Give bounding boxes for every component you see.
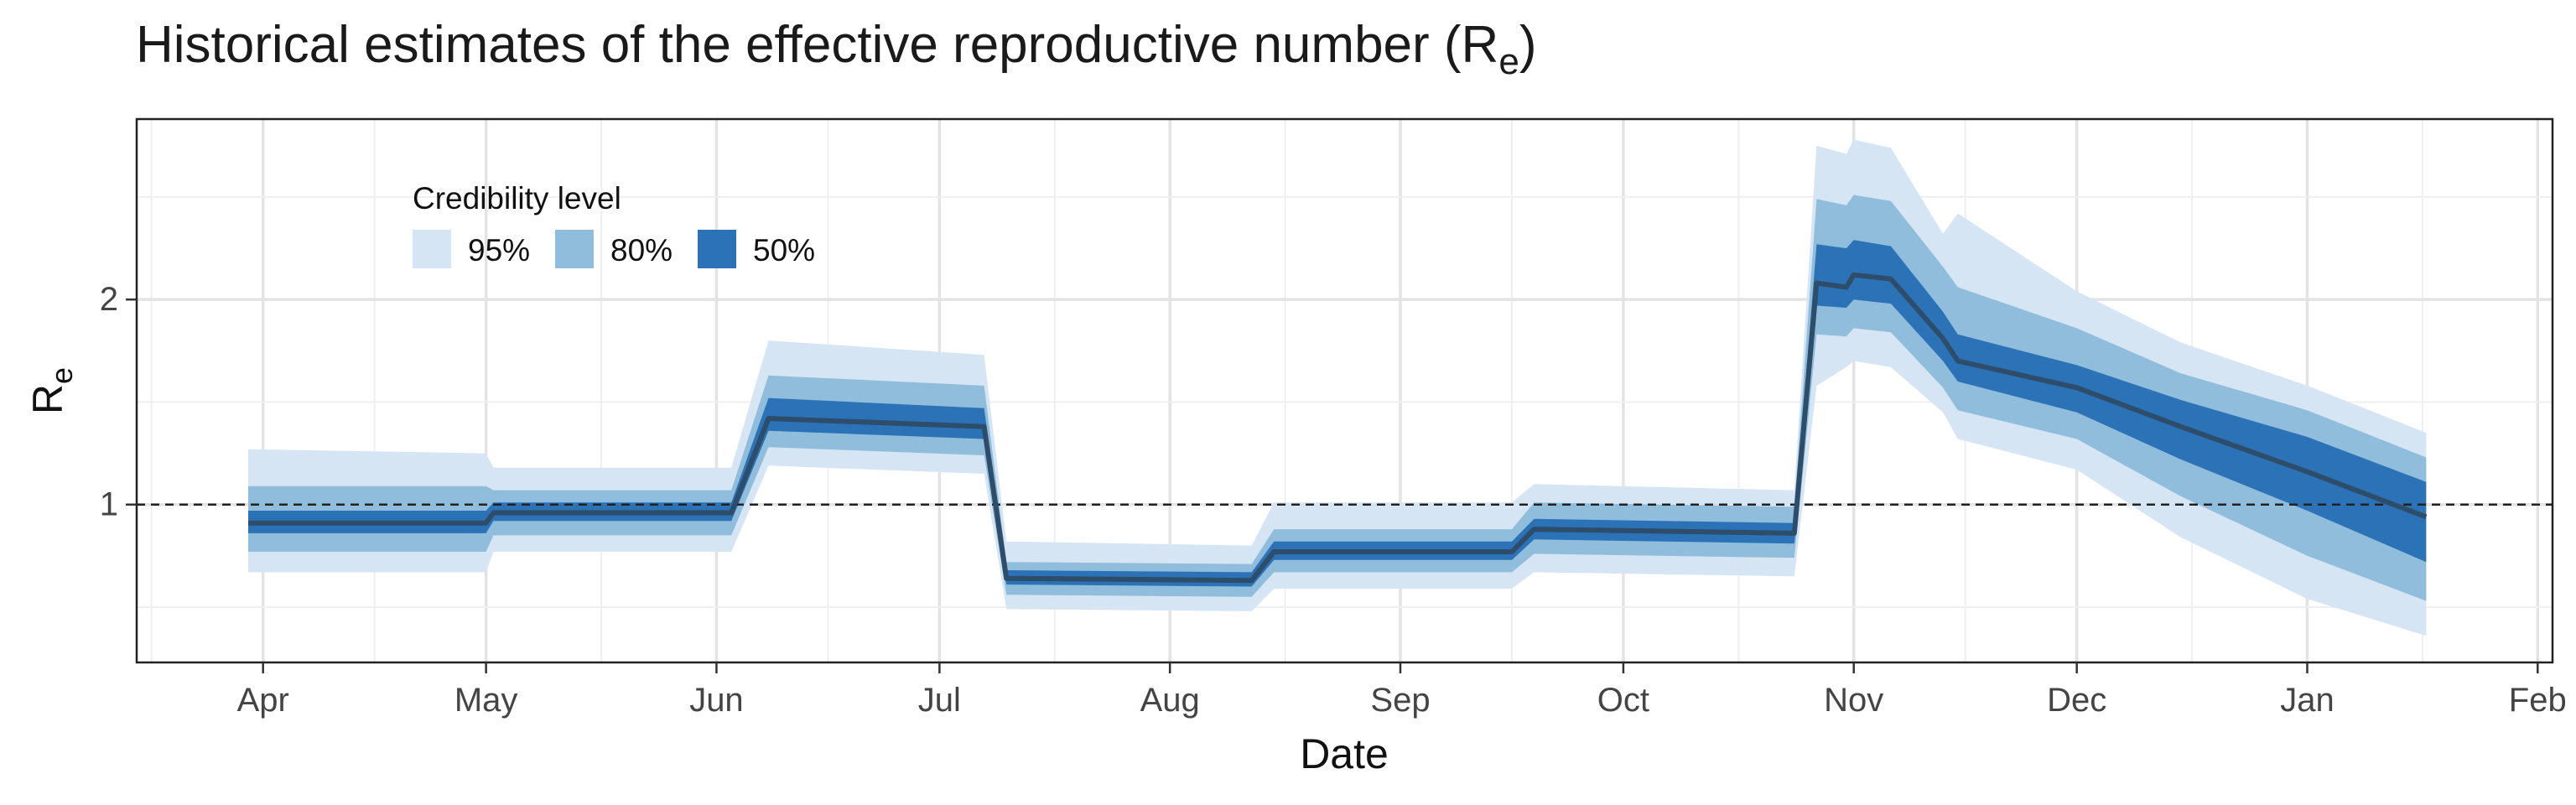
legend-key-label: 50% (753, 233, 815, 267)
x-tick-label: Feb (2509, 682, 2567, 719)
x-tick-label: Jun (689, 682, 744, 719)
legend: Credibility level 95% 80% 50% (413, 181, 815, 268)
y-axis-label-subscript: e (44, 367, 79, 384)
legend-key-swatch (698, 230, 736, 268)
credibility-bands (248, 139, 2427, 636)
chart-title-suffix: ) (1519, 16, 1537, 74)
x-tick-label: Oct (1597, 682, 1649, 719)
legend-title: Credibility level (413, 181, 621, 216)
legend-key-label: 80% (610, 233, 673, 267)
y-axis-label: Re (24, 367, 79, 414)
chart-title: Historical estimates of the effective re… (136, 16, 1536, 82)
plot-panel (135, 117, 2554, 664)
legend-key-label: 95% (468, 233, 530, 267)
y-axis-label-main: R (24, 384, 71, 414)
x-axis-label: Date (1300, 730, 1389, 777)
x-tick-label: Apr (237, 682, 289, 719)
x-tick-label: May (454, 682, 518, 719)
x-tick-label: Nov (1824, 682, 1883, 719)
y-axis: 12 (100, 281, 137, 523)
y-tick-label: 2 (100, 281, 118, 318)
legend-key-swatch (555, 230, 594, 268)
x-tick-label: Aug (1140, 682, 1200, 719)
legend-key-swatch (413, 230, 451, 268)
x-tick-label: Jan (2280, 682, 2334, 719)
legend-keys: 95% 80% 50% (413, 230, 815, 268)
x-tick-label: Sep (1370, 682, 1430, 719)
chart-title-subscript: e (1498, 41, 1519, 82)
x-axis: Apr May Jun Jul Aug Sep Oct Nov Dec Jan Feb (237, 662, 2567, 719)
panel-border (135, 117, 2554, 664)
y-tick-label: 1 (100, 486, 118, 523)
median-line (248, 272, 2428, 584)
chart-title-main: Historical estimates of the effective re… (136, 16, 1498, 74)
x-tick-label: Dec (2047, 682, 2106, 719)
x-tick-label: Jul (918, 682, 961, 719)
